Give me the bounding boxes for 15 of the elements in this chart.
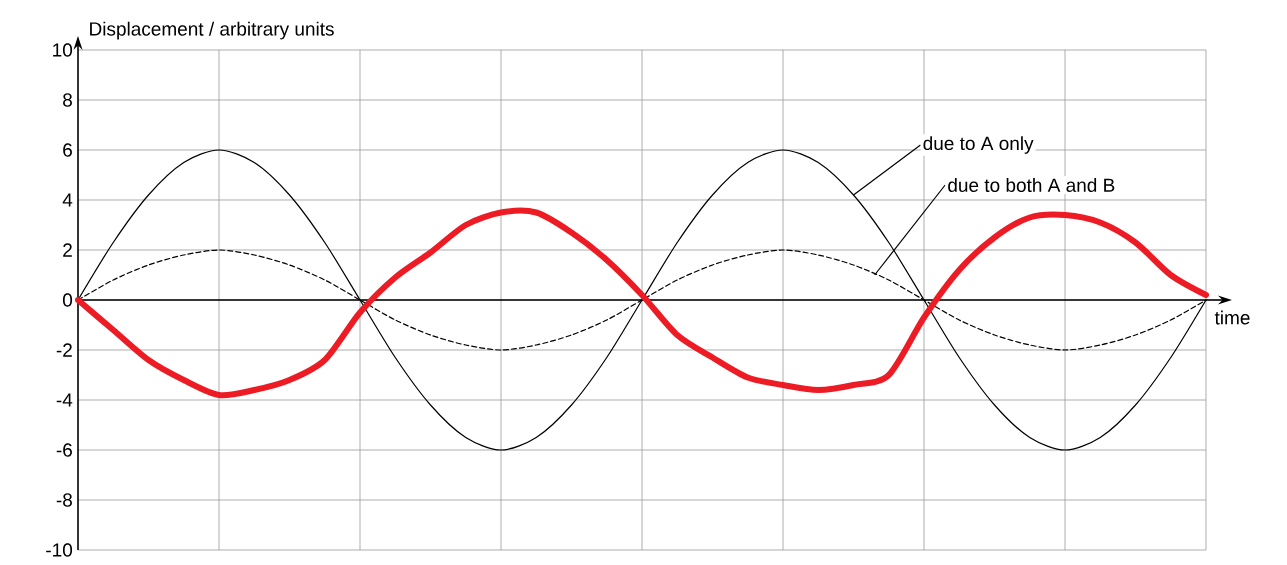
x-axis-title: time (1214, 310, 1250, 325)
y-tick-label: -8 (56, 493, 72, 507)
y-tick-label: 4 (62, 193, 73, 207)
y-tick-label: -10 (46, 543, 73, 557)
y-tick-label: 8 (63, 93, 72, 107)
y-tick-label: -2 (56, 343, 72, 357)
text: due to both A and B (948, 178, 1115, 192)
y-tick-label: 2 (63, 243, 72, 257)
text: due to A only (923, 136, 1034, 154)
y-tick-label: -4 (56, 393, 73, 407)
y-axis-title: Displacement / arbitrary units (90, 21, 334, 40)
y-tick-label: 0 (62, 293, 73, 307)
y-tick-label: 6 (63, 143, 72, 157)
y-tick-label: -6 (56, 443, 72, 457)
y-tick-label: 10 (53, 43, 73, 57)
